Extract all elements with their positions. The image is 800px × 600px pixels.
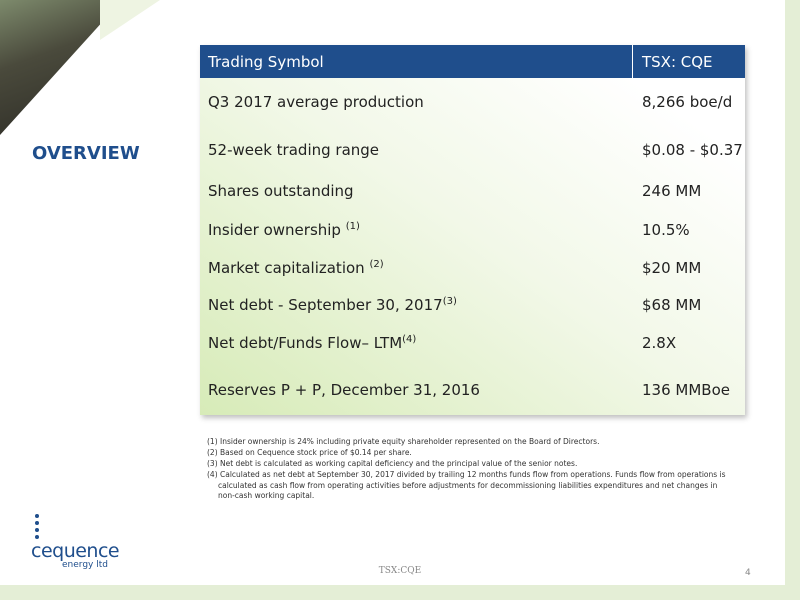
footnote: (2) Based on Cequence stock price of $0.… [207, 448, 412, 457]
row-label: Reserves P + P, December 31, 2016 [208, 381, 480, 399]
row-label: Net debt/Funds Flow– LTM(4) [208, 334, 416, 352]
label-text: Market capitalization [208, 259, 370, 277]
photo [0, 0, 110, 135]
header-cell: TSX: CQE [642, 53, 713, 71]
footer: TSX:CQE [378, 566, 422, 576]
row-value: 2.8X [642, 334, 677, 352]
label-text: Net debt/Funds Flow– LTM [208, 334, 403, 352]
row-label: Net debt - September 30, 2017(3) [208, 296, 457, 314]
footnote-ref: (4) [402, 334, 417, 345]
decoration [100, 0, 160, 40]
footnote: (3) Net debt is calculated as working ca… [207, 459, 578, 468]
row-label: Q3 2017 average production [208, 93, 424, 111]
table-header: Trading Symbol TSX: CQE [200, 45, 745, 78]
row-label: 52-week trading range [208, 141, 379, 159]
slide-title: OVERVIEW [32, 143, 140, 164]
label-text: Net debt - September 30, 2017 [208, 296, 443, 314]
row-label: Shares outstanding [208, 182, 354, 200]
row-value: 136 MMBoe [642, 381, 730, 399]
page-number: 4 [745, 568, 751, 578]
label-text: Shares outstanding [208, 182, 354, 200]
footnote: (1) Insider ownership is 24% including p… [207, 437, 600, 446]
footnote-ref: (2) [369, 259, 384, 270]
label-text: Reserves P + P, December 31, 2016 [208, 381, 480, 399]
logo-name: cequence [31, 540, 120, 562]
row-value: 246 MM [642, 182, 702, 200]
row-value: $68 MM [642, 296, 702, 314]
row-value: 8,266 boe/d [642, 93, 733, 111]
footnote: (4) Calculated as net debt at September … [207, 470, 726, 500]
row-value: $0.08 - $0.37 [642, 141, 743, 159]
logo-tagline: energy ltd [62, 560, 108, 570]
label-text: Q3 2017 average production [208, 93, 424, 111]
row-value: 10.5% [642, 221, 690, 239]
header-cell: Trading Symbol [208, 53, 324, 71]
slide: OVERVIEW Trading Symbol TSX: CQE Q3 2017… [0, 0, 785, 585]
label-text: Insider ownership [208, 221, 346, 239]
label-text: 52-week trading range [208, 141, 380, 159]
footnote-ref: (3) [442, 296, 457, 307]
footnote-ref: (1) [345, 221, 360, 232]
row-label: Market capitalization (2) [208, 259, 384, 277]
row-value: $20 MM [642, 259, 702, 277]
row-label: Insider ownership (1) [208, 221, 360, 239]
separator [632, 45, 633, 78]
table: Trading Symbol TSX: CQE Q3 2017 average … [200, 45, 745, 415]
